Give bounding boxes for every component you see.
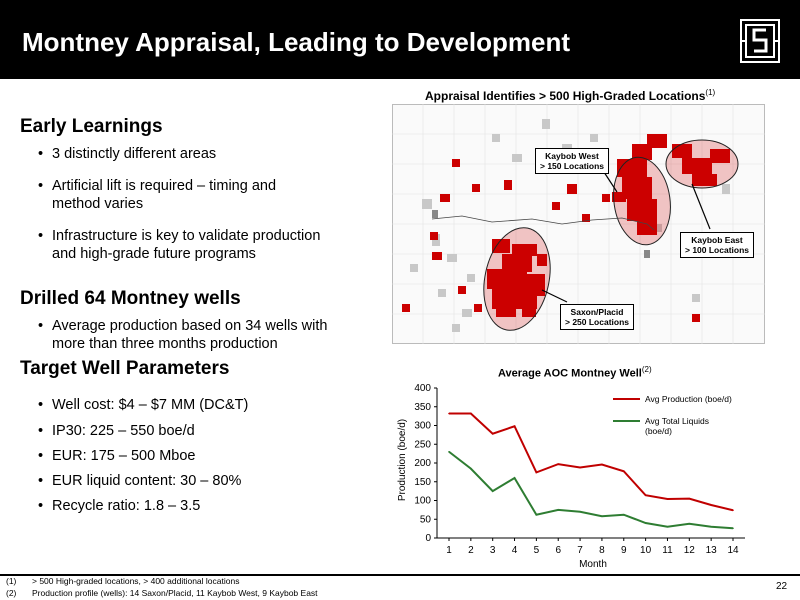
production-point-1: [448, 412, 450, 415]
y-tick-label: 200: [414, 458, 431, 469]
liquids-point-11: [666, 525, 669, 528]
x-tick-label: 8: [599, 545, 605, 556]
x-tick-label: 7: [577, 545, 583, 556]
production-point-7: [579, 466, 581, 469]
production-point-14: [732, 509, 734, 512]
series-line-avg-production: [449, 412, 734, 512]
y-tick-label: 400: [414, 383, 431, 394]
x-tick-label: 3: [490, 545, 496, 556]
callout-leader-east: [691, 183, 711, 230]
liquids-point-1: [448, 450, 450, 453]
liquids-point-8: [601, 515, 603, 518]
y-tick-label: 0: [425, 533, 431, 544]
liquids-point-3: [491, 490, 494, 492]
kaybob-east-boundary: [665, 139, 739, 189]
chart-title: Average AOC Montney Well(2): [498, 365, 652, 380]
kaybob-west-boundary: [613, 156, 671, 246]
kaybob-east-callout: Kaybob East > 100 Locations: [680, 232, 755, 258]
target-parameters-heading: Target Well Parameters: [20, 358, 230, 379]
legend-label-production: Avg Production (boe/d): [645, 394, 732, 404]
held-land-parcels: [402, 159, 700, 322]
production-point-5: [535, 471, 538, 474]
series-line-avg-liquids: [448, 450, 734, 530]
x-tick-label: 5: [534, 545, 540, 556]
page-title: Montney Appraisal, Leading to Developmen…: [22, 27, 570, 57]
y-tick-label: 350: [414, 402, 431, 413]
y-tick-label: 300: [414, 421, 431, 432]
target-bullet-4: • EUR liquid content: 30 – 80%: [38, 473, 242, 489]
production-point-13: [710, 504, 712, 506]
drilled-bullet-1: • Average production based on 34 wells wi…: [38, 318, 328, 352]
production-point-3: [491, 432, 494, 435]
y-tick-label: 150: [414, 477, 431, 488]
target-bullet-5: • Recycle ratio: 1.8 – 3.5: [38, 498, 201, 514]
x-tick-label: 12: [684, 545, 696, 556]
saxon-placid-area: [487, 239, 547, 317]
facility-marker: [644, 250, 650, 258]
production-point-4: [513, 425, 516, 428]
chart-legend-box: [605, 388, 743, 438]
liquids-point-12: [688, 522, 691, 525]
footnote-1: (1) > 500 High-graded locations, > 400 ad…: [6, 576, 240, 586]
x-axis-label: Month: [579, 559, 607, 570]
production-point-12: [688, 497, 691, 500]
company-logo-icon: [740, 19, 780, 63]
liquids-point-4: [513, 477, 516, 479]
x-tick-label: 11: [662, 545, 673, 556]
early-bullet-3: • Infrastructure is key to validate produ…: [38, 228, 321, 262]
kaybob-east-area: [672, 144, 730, 186]
x-tick-label: 10: [640, 545, 652, 556]
liquids-point-7: [579, 510, 581, 513]
map-title: Appraisal Identifies > 500 High-Graded L…: [425, 88, 716, 103]
x-tick-label: 9: [621, 545, 627, 556]
x-tick-label: 1: [446, 545, 452, 556]
x-tick-label: 14: [727, 545, 739, 556]
x-tick-label: 13: [706, 545, 718, 556]
liquids-point-13: [710, 525, 712, 528]
drilled-wells-heading: Drilled 64 Montney wells: [20, 288, 241, 309]
saxon-placid-boundary: [483, 227, 551, 331]
x-tick-label: 4: [512, 545, 518, 556]
production-point-8: [601, 463, 603, 466]
early-bullet-2: • Artificial lift is required – timing an…: [38, 178, 277, 212]
target-bullet-1: • Well cost: $4 – $7 MM (DC&T): [38, 397, 249, 413]
saxon-placid-callout: Saxon/Placid > 250 Locations: [560, 304, 635, 330]
legend-label-liquids: Avg Total Liquids (boe/d): [645, 416, 709, 436]
target-bullet-2: • IP30: 225 – 550 boe/d: [38, 423, 195, 439]
kaybob-west-callout: Kaybob West > 150 Locations: [535, 148, 610, 174]
liquids-point-6: [557, 509, 560, 511]
kaybob-west-area: [612, 134, 667, 235]
x-tick-label: 2: [468, 545, 474, 556]
early-learnings-heading: Early Learnings: [20, 116, 163, 137]
y-tick-label: 100: [414, 496, 431, 507]
production-point-2: [470, 412, 472, 415]
appraisal-map: [392, 104, 765, 344]
page-number: 22: [776, 581, 788, 592]
y-tick-label: 250: [414, 439, 431, 450]
liquids-point-10: [644, 522, 647, 524]
callout-leader-saxon: [541, 289, 568, 303]
footnote-2: (2) Production profile (wells): 14 Saxon/…: [6, 588, 318, 598]
y-tick-label: 50: [420, 514, 432, 525]
liquids-point-5: [535, 513, 538, 516]
production-point-9: [622, 470, 625, 473]
footer-divider: [0, 574, 800, 576]
production-point-11: [666, 498, 669, 500]
x-tick-label: 6: [555, 545, 561, 556]
production-point-6: [557, 463, 560, 465]
target-bullet-3: • EUR: 175 – 500 Mboe: [38, 448, 196, 464]
production-point-10: [644, 494, 647, 497]
y-axis-label: Production (boe/d): [397, 419, 408, 501]
early-bullet-1: • 3 distinctly different areas: [38, 146, 217, 162]
liquids-point-2: [470, 467, 472, 470]
pipeline: [431, 215, 655, 231]
liquids-point-9: [622, 513, 625, 516]
liquids-point-14: [732, 527, 734, 530]
header-bar: Montney Appraisal, Leading to Developmen…: [0, 0, 800, 79]
facility-marker-west: [432, 210, 438, 218]
